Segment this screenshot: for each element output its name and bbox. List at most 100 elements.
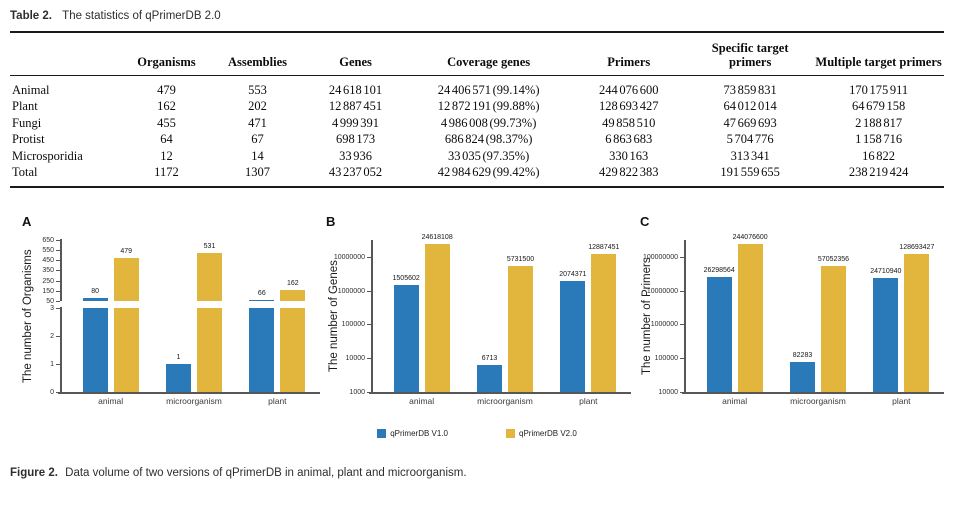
- y-tick-mark: [56, 335, 60, 337]
- table-cell: 43 237 052: [328, 165, 383, 180]
- table-caption-text: The statistics of qPrimerDB 2.0: [62, 10, 221, 22]
- table-cell: 1172: [154, 165, 179, 180]
- legend-item-v2: qPrimerDB V2.0: [506, 426, 577, 440]
- y-tick-label: 1000000: [337, 287, 365, 295]
- bar-value-label: 24710940: [870, 267, 902, 275]
- panel-label-c: C: [640, 214, 650, 230]
- y-tick-label: 550: [42, 247, 54, 255]
- x-category-label: animal: [98, 396, 124, 407]
- y-tick-mark: [56, 300, 60, 302]
- y-tick-label: 450: [42, 257, 54, 265]
- table-cell: 73 859 831: [723, 83, 777, 97]
- y-axis-label-primers: The number of Primers: [641, 257, 653, 376]
- y-tick-label: 10000: [345, 355, 365, 363]
- y-tick-label: 2: [50, 332, 54, 340]
- y-tick-mark: [680, 256, 684, 258]
- bar-v2-microorganism: [821, 265, 846, 393]
- legend-swatch-v1: [377, 428, 387, 438]
- table-cell: 49 858 510: [602, 115, 656, 130]
- bar-v1-microorganism: [477, 364, 502, 393]
- bar-value-label: 128693427: [899, 243, 935, 251]
- y-tick-mark: [56, 391, 60, 393]
- bar-v2-microorganism-upper: [197, 252, 222, 302]
- table-cell: 244 076 600: [598, 83, 659, 97]
- table-cell: 313 341: [730, 148, 770, 163]
- table-cell: 4 999 391: [332, 115, 380, 130]
- header-cell: Assemblies: [210, 32, 305, 76]
- table-caption: Table 2. The statistics of qPrimerDB 2.0: [10, 10, 944, 22]
- y-tick-mark: [56, 307, 60, 309]
- table-caption-label: Table 2.: [10, 10, 52, 22]
- x-category-label: microorganism: [166, 396, 222, 407]
- table-cell: 12 887 451: [328, 99, 383, 114]
- table-cell: 64 679 158: [851, 99, 906, 114]
- table-cell: 162: [157, 99, 176, 114]
- y-tick-mark: [367, 290, 371, 292]
- y-tick-label: 0: [50, 388, 54, 396]
- header-cell-empty: [10, 32, 123, 76]
- table-cell: 33 936: [339, 148, 372, 163]
- bar-value-label: 82283: [792, 351, 813, 359]
- y-tick-label: 150: [42, 287, 54, 295]
- header-cell: Multiple target primers: [813, 32, 944, 76]
- bar-v2-plant: [904, 253, 930, 393]
- y-tick-mark: [680, 391, 684, 393]
- bar-v2-plant: [280, 308, 306, 393]
- x-category-label: plant: [268, 396, 287, 407]
- bar-value-label: 80: [91, 288, 100, 296]
- figure-caption: Figure 2. Data volume of two versions of…: [10, 467, 944, 479]
- header-cell: Organisms: [122, 32, 211, 76]
- y-axis-line-upper: [60, 239, 62, 302]
- bar-v1-animal: [82, 308, 108, 393]
- legend-label: qPrimerDB V1.0: [390, 428, 448, 438]
- bar-v1-animal: [393, 285, 419, 393]
- x-category-label: plant: [892, 396, 911, 407]
- row-label: Plant: [12, 99, 38, 114]
- header-cell: Primers: [570, 32, 688, 76]
- stats-table-body: Animal 479 553 24 618 101 24 406 571 (99.14%…: [10, 76, 944, 188]
- table-cell: 128 693 427: [598, 99, 659, 114]
- table-cell: 6 863 683: [605, 132, 653, 147]
- table-cell: 191 559 655: [720, 165, 780, 180]
- x-axis-labels: animal microorganism plant: [685, 396, 935, 408]
- table-cell: 330 163: [609, 148, 649, 163]
- chart-panel-b: B The number of Genes 1000 10000 100000 100…: [326, 214, 638, 410]
- legend-label: qPrimerDB V2.0: [519, 428, 577, 438]
- chart-panel-a: A The number of Organisms 0 1 2 3 50 150 250 35…: [10, 214, 326, 410]
- bar-value-label: 6713: [481, 354, 498, 362]
- y-tick-label: 250: [42, 277, 54, 285]
- table-cell: 429 822 383: [598, 165, 659, 180]
- bar-v2-plant-upper: [280, 290, 306, 302]
- stats-table: Organisms Assemblies Genes Coverage genes Pr…: [10, 31, 944, 189]
- x-category-label: plant: [579, 396, 598, 407]
- table-cell: 2 188 817: [855, 115, 903, 130]
- chart-plot-organisms: 0 1 2 3 50 150 250 350 450 550 650 80 479 1 531 66 162: [42, 237, 320, 396]
- x-category-label: animal: [722, 396, 748, 407]
- y-tick-label: 10000000: [646, 287, 678, 295]
- bar-v2-animal-upper: [113, 257, 139, 302]
- table-cell: 14: [251, 148, 264, 163]
- figure-caption-label: Figure 2.: [10, 467, 58, 480]
- panel-label-b: B: [326, 214, 336, 230]
- bar-v1-plant: [560, 280, 586, 393]
- y-tick-mark: [680, 324, 684, 326]
- y-tick-mark: [680, 290, 684, 292]
- chart-plot-genes: 1000 10000 100000 1000000 10000000 1505602 246…: [334, 234, 631, 396]
- bar-value-label: 244076600: [732, 234, 768, 242]
- y-tick-mark: [680, 358, 684, 360]
- table-cell: 33 035 (97.35%): [447, 148, 530, 163]
- y-tick-label: 100000: [654, 355, 678, 363]
- bar-v2-microorganism: [197, 308, 222, 393]
- y-tick-mark: [56, 260, 60, 262]
- y-tick-label: 650: [42, 236, 54, 244]
- bar-value-label: 162: [286, 280, 299, 288]
- y-tick-mark: [56, 250, 60, 252]
- y-axis-label-genes: The number of Genes: [328, 260, 340, 373]
- table-cell: 67: [251, 132, 264, 147]
- table-cell: 16 822: [862, 148, 896, 163]
- y-tick-mark: [56, 363, 60, 365]
- bar-value-label: 1505602: [392, 275, 420, 283]
- y-tick-mark: [367, 391, 371, 393]
- x-axis-labels: animal microorganism plant: [372, 396, 622, 408]
- table-cell: 47 669 693: [723, 115, 777, 130]
